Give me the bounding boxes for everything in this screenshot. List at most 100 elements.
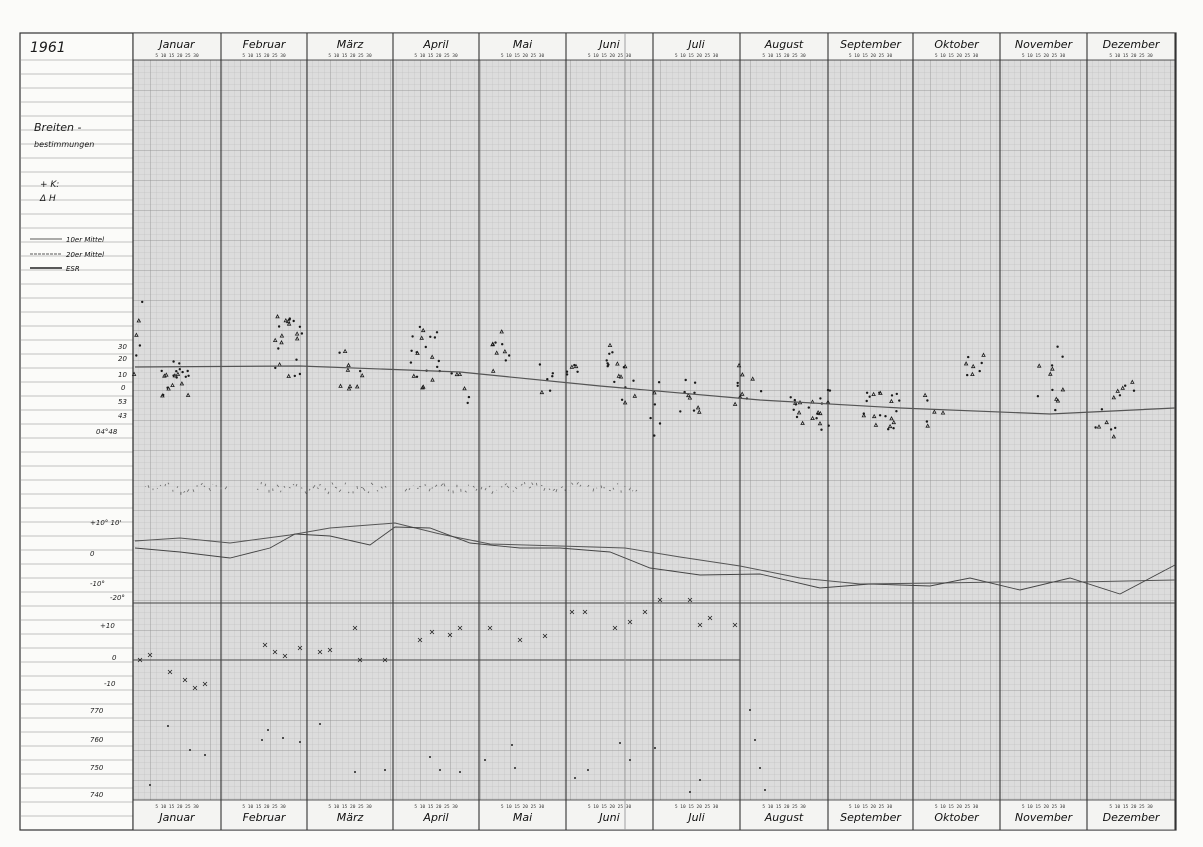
bottom-point <box>587 769 589 771</box>
upper-point <box>1115 388 1120 393</box>
upper-point <box>967 355 970 359</box>
upper-point <box>164 372 169 377</box>
upper-point <box>170 382 175 387</box>
smudge-mark <box>560 486 563 489</box>
middle-axis-label-minus20: -20° <box>110 594 125 602</box>
upper-point <box>186 369 189 373</box>
month-label-bottom: Juni <box>597 811 619 824</box>
bottom-point <box>299 741 301 743</box>
upper-point <box>419 335 424 340</box>
upper-point <box>187 374 190 377</box>
upper-point <box>1048 371 1053 376</box>
smudge-mark <box>224 486 228 490</box>
smudge-mark <box>488 485 491 488</box>
day-ticks-top: 5 10 15 20 25 30 <box>414 53 458 59</box>
upper-point <box>288 318 291 321</box>
upper-point <box>686 392 691 398</box>
upper-point <box>925 423 930 428</box>
upper-point <box>925 420 929 423</box>
upper-point <box>1130 379 1135 384</box>
upper-point <box>759 390 763 393</box>
scatter-smudge <box>144 481 638 495</box>
lower-point <box>357 657 363 663</box>
upper-point <box>622 363 628 369</box>
bottom-point <box>754 739 756 741</box>
upper-point <box>429 335 432 338</box>
smudge-mark <box>164 483 166 487</box>
day-ticks-bottom: 5 10 15 20 25 30 <box>1022 804 1066 810</box>
upper-point <box>980 361 983 365</box>
upper-axis-label-10: 10 <box>118 371 127 379</box>
bottom-point <box>267 729 269 731</box>
lower-axis-label-minus10: -10 <box>104 680 116 688</box>
upper-point <box>141 300 144 304</box>
upper-point <box>1124 384 1127 387</box>
upper-point <box>277 325 281 328</box>
upper-point <box>826 388 830 392</box>
upper-point <box>279 340 284 345</box>
upper-point <box>494 350 499 355</box>
smudge-mark <box>147 485 150 489</box>
upper-point <box>1056 345 1059 348</box>
day-ticks-bottom: 5 10 15 20 25 30 <box>328 804 372 810</box>
smudge-mark <box>360 487 363 489</box>
smudge-mark <box>362 487 366 492</box>
upper-point <box>736 381 739 385</box>
smudge-mark <box>504 483 507 486</box>
bottom-point <box>764 789 766 791</box>
bottom-point <box>319 723 321 725</box>
day-ticks-top: 5 10 15 20 25 30 <box>501 53 545 59</box>
upper-point <box>538 363 542 366</box>
upper-point <box>653 434 656 437</box>
upper-point <box>436 365 439 369</box>
smudge-mark <box>308 488 311 491</box>
upper-point <box>697 409 702 414</box>
month-label-top: Februar <box>243 38 287 51</box>
upper-point <box>573 363 579 369</box>
upper-point <box>922 392 928 397</box>
upper-mean-line <box>134 365 1176 415</box>
day-ticks-bottom: 5 10 15 20 25 30 <box>935 804 979 810</box>
lower-point <box>429 629 435 635</box>
lower-axis-label-0: 0 <box>112 654 117 662</box>
upper-point <box>895 392 898 396</box>
upper-point <box>450 372 453 375</box>
upper-point <box>490 368 496 373</box>
upper-point <box>890 394 894 397</box>
smudge-mark <box>367 491 370 494</box>
upper-point <box>873 422 879 427</box>
upper-point <box>1054 396 1059 401</box>
upper-point <box>131 371 137 376</box>
upper-axis-label-43: 43 <box>118 412 127 420</box>
upper-point <box>175 371 181 376</box>
smudge-mark <box>472 485 475 488</box>
upper-point <box>499 329 504 334</box>
bottom-point <box>484 759 486 761</box>
upper-point <box>430 377 435 382</box>
upper-point <box>607 363 610 366</box>
upper-point <box>963 361 969 366</box>
month-label-bottom: März <box>337 811 364 824</box>
lower-point <box>382 657 388 663</box>
month-labels-top: Januar 5 10 15 20 25 30 Februar 5 10 15 20 … <box>155 38 1161 59</box>
middle-axis-label-plus10: +10° 10' <box>90 519 121 527</box>
upper-point <box>424 345 427 349</box>
smudge-mark <box>276 484 280 488</box>
upper-point <box>181 370 184 374</box>
upper-point <box>138 344 142 347</box>
lower-point <box>282 653 288 659</box>
upper-point <box>411 373 417 378</box>
middle-line-2 <box>134 526 1176 595</box>
left-column-rules <box>20 59 133 817</box>
month-label-top: März <box>337 38 364 51</box>
upper-point <box>794 403 798 406</box>
upper-point <box>539 389 545 395</box>
upper-point <box>736 363 742 368</box>
upper-point <box>294 331 300 336</box>
bottom-point <box>261 739 263 741</box>
upper-point <box>415 375 419 378</box>
upper-point <box>298 372 302 376</box>
upper-point <box>433 336 437 339</box>
bottom-point <box>511 744 513 746</box>
smudge-mark <box>592 488 595 492</box>
